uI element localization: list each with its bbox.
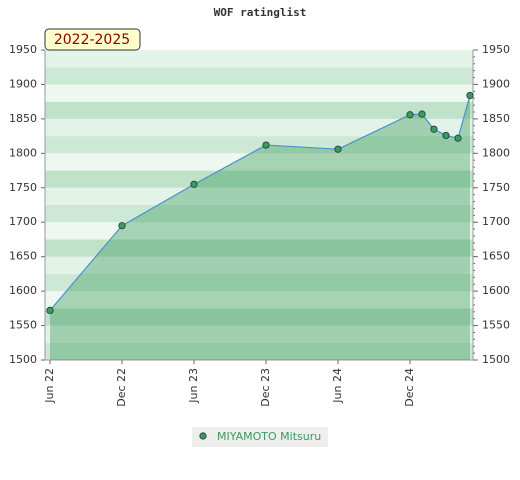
y2-tick-label: 1500: [482, 353, 510, 366]
y-tick-label: 1950: [9, 43, 37, 56]
badge-box: [44, 28, 141, 51]
x-tick-label: Jun 24: [331, 368, 344, 404]
background-band: [45, 187, 473, 205]
point: [190, 180, 198, 188]
background-band: [45, 325, 473, 343]
y-tick-label: 1750: [9, 181, 37, 194]
y2-tick-label: 1900: [482, 77, 510, 90]
legend-box: [192, 427, 328, 447]
y2-tick-label: 1550: [482, 319, 510, 332]
background-band: [45, 342, 473, 360]
background-band: [45, 84, 473, 102]
point: [430, 125, 438, 133]
y2-tick-label: 1650: [482, 250, 510, 263]
badge-label: 2022-2025: [54, 32, 130, 48]
y-tick-label: 1900: [9, 77, 37, 90]
y2-tick-label: 1850: [482, 112, 510, 125]
background-band: [45, 170, 473, 188]
y-tick-label: 1700: [9, 215, 37, 228]
y2-tick-label: 1950: [482, 43, 510, 56]
background-band: [45, 67, 473, 85]
y-tick-label: 1650: [9, 250, 37, 263]
background-band: [45, 118, 473, 137]
point: [418, 110, 426, 118]
background-band: [45, 222, 473, 240]
background-band: [45, 50, 473, 68]
chart-title: WOF ratinglist: [214, 6, 307, 19]
point: [118, 222, 126, 230]
x-tick-label: Jun 22: [43, 368, 56, 404]
background-band: [45, 136, 473, 154]
x-tick-label: Dec 22: [115, 368, 128, 407]
background-band: [45, 291, 473, 309]
y2-tick-label: 1700: [482, 215, 510, 228]
y-tick-label: 1800: [9, 146, 37, 159]
point: [262, 141, 270, 149]
background-band: [45, 101, 473, 119]
y2-tick-label: 1750: [482, 181, 510, 194]
background-band: [45, 256, 473, 274]
background-band: [45, 153, 473, 171]
x-tick-label: Dec 23: [259, 368, 272, 407]
point: [442, 131, 450, 140]
x-tick-label: Jun 23: [187, 368, 200, 404]
point: [454, 134, 462, 142]
legend-marker: [199, 432, 207, 440]
point: [406, 111, 414, 119]
background-band: [45, 239, 473, 257]
point: [466, 91, 474, 100]
background-band: [45, 308, 473, 326]
point: [334, 145, 342, 153]
y-tick-label: 1550: [9, 319, 37, 332]
area: [50, 95, 470, 360]
y-tick-label: 1500: [9, 353, 37, 366]
y-tick-label: 1600: [9, 284, 37, 297]
y-tick-label: 1850: [9, 112, 37, 125]
background-band: [45, 205, 473, 223]
x-tick-label: Dec 24: [403, 368, 416, 407]
point: [46, 306, 54, 314]
legend-label: MIYAMOTO Mitsuru: [217, 430, 321, 443]
y2-tick-label: 1800: [482, 146, 510, 159]
background-band: [45, 273, 473, 292]
y2-tick-label: 1600: [482, 284, 510, 297]
